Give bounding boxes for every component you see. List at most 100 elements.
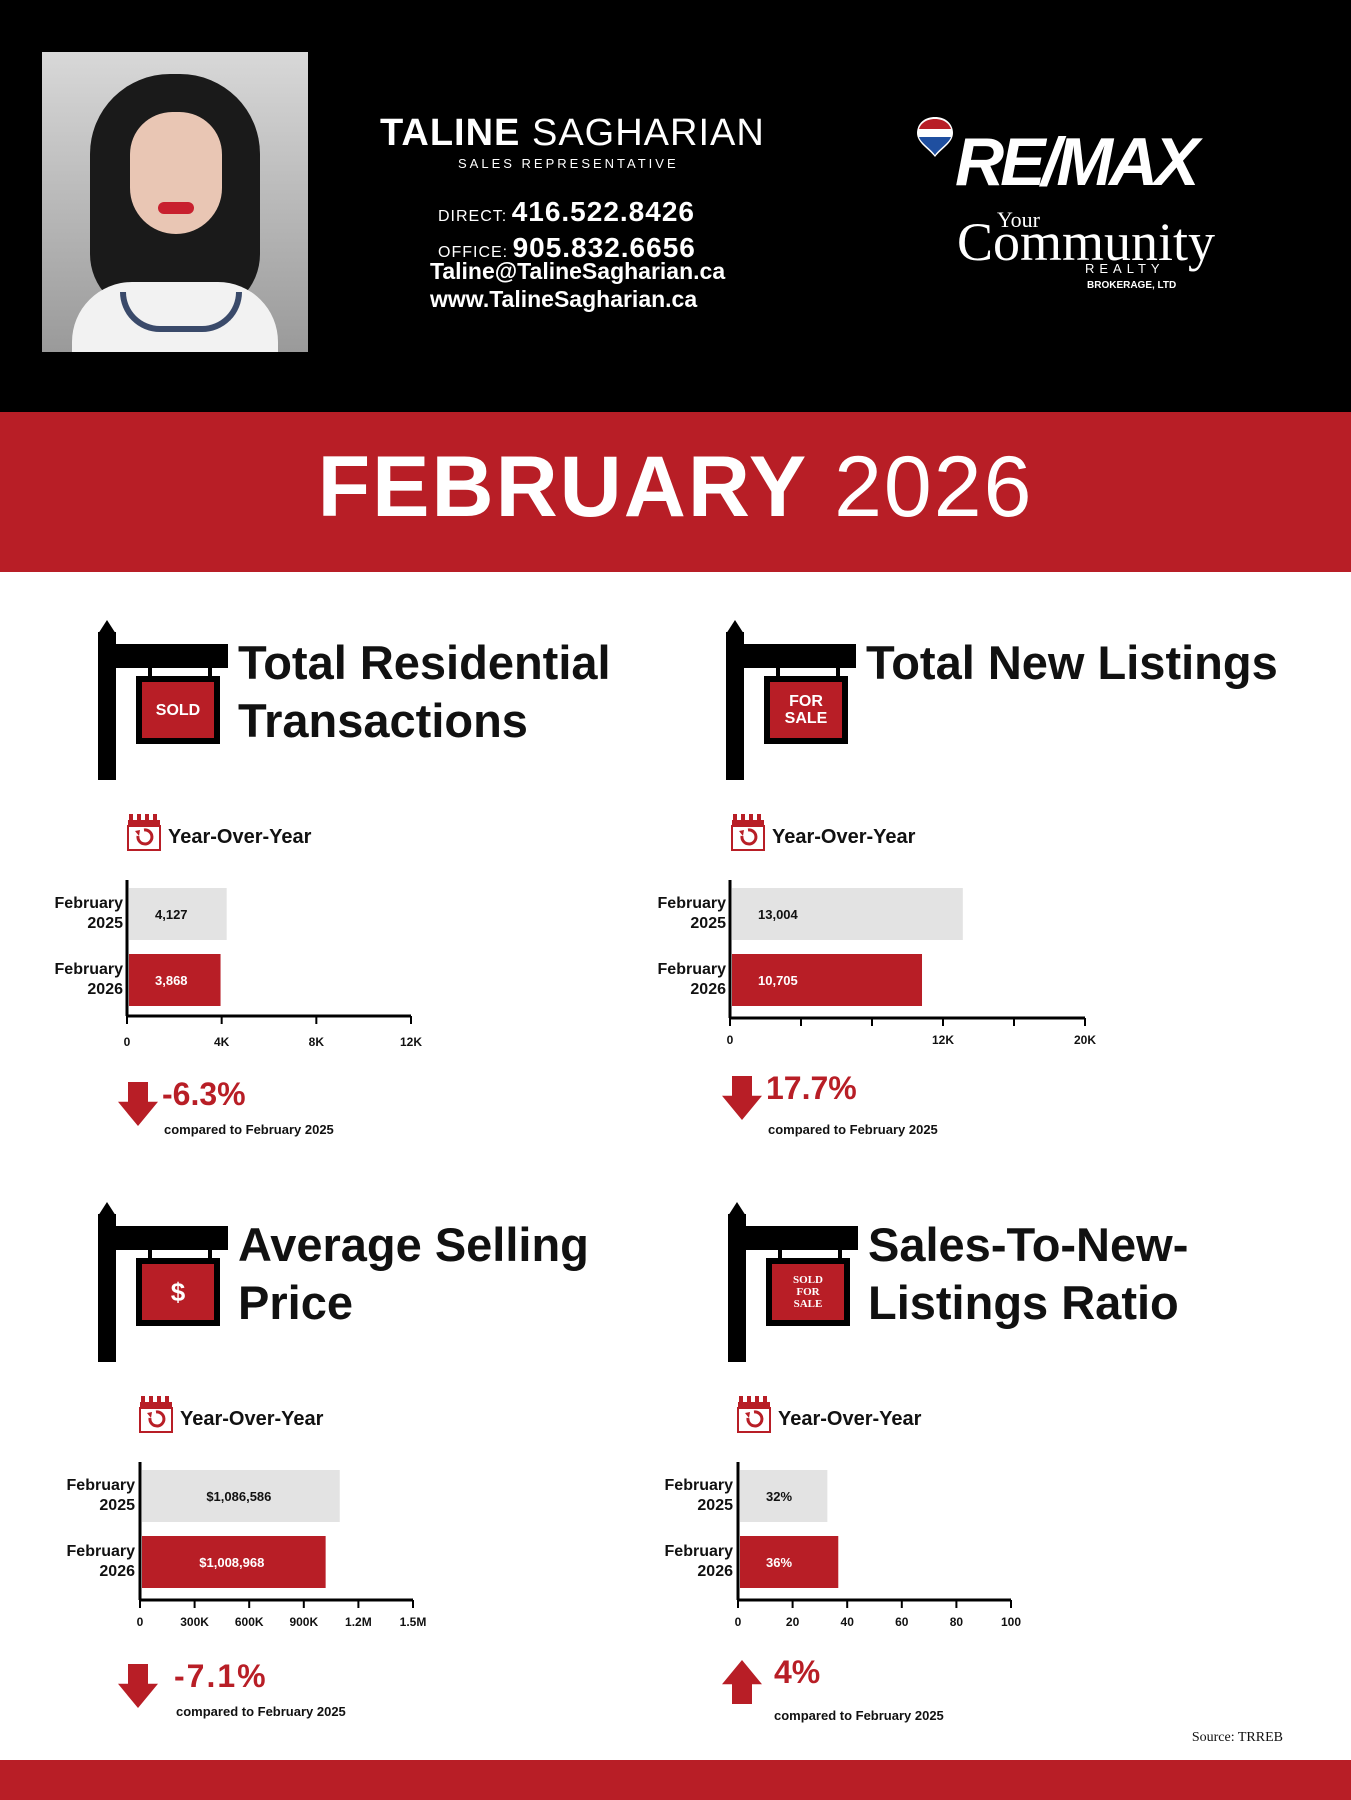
x-tick-label: 100 (1001, 1615, 1021, 1629)
x-tick-label: 0 (124, 1035, 131, 1049)
category-label-month: February (55, 895, 124, 912)
category-label-month: February (658, 961, 727, 978)
category-label-year: 2026 (690, 981, 726, 998)
x-tick-label: 4K (214, 1035, 230, 1049)
sign-text: $ (142, 1264, 214, 1320)
change-value: -7.1% (174, 1658, 268, 1694)
bar (142, 1536, 326, 1588)
agent-photo (42, 52, 308, 352)
agent-website[interactable]: www.TalineSagharian.ca (430, 286, 698, 312)
bar (740, 1470, 828, 1522)
direct-number: 416.522.8426 (511, 196, 695, 227)
category-label-month: February (658, 895, 727, 912)
x-tick-label: 1.5M (400, 1615, 427, 1629)
calendar-refresh-icon (139, 1396, 173, 1433)
agent-first-name: TALINE (380, 112, 521, 154)
category-label-year: 2025 (690, 915, 726, 932)
calendar-refresh-icon (737, 1396, 771, 1433)
logo-brokerage-text: BROKERAGE, LTD (1087, 280, 1177, 291)
sign-text: SOLD FOR SALE (772, 1264, 844, 1320)
yoy-text: Year-Over-Year (168, 826, 312, 848)
title-line-1: Average Selling (238, 1218, 589, 1271)
section-title-ratio: Sales-To-New- Listings Ratio (868, 1216, 1188, 1332)
for-sale-sign-icon: FOR SALE (726, 620, 866, 780)
compare-text: compared to February 2025 (774, 1708, 944, 1723)
x-tick-label: 20K (1074, 1033, 1096, 1047)
change-value: 17.7% (766, 1070, 857, 1106)
bar (740, 1536, 839, 1588)
bar (129, 888, 227, 940)
bar (129, 954, 221, 1006)
banner-month: FEBRUARY (317, 439, 809, 535)
category-label-year: 2026 (697, 1563, 733, 1580)
x-tick-label: 0 (137, 1615, 144, 1629)
calendar-refresh-icon (127, 814, 161, 851)
bar-value-label: 13,004 (758, 907, 799, 922)
bar-value-label: $1,008,968 (199, 1555, 264, 1570)
dollar-sign-icon: $ (98, 1202, 238, 1362)
banner-year: 2026 (834, 439, 1034, 535)
agent-email[interactable]: Taline@TalineSagharian.ca (430, 258, 726, 284)
category-label-month: February (665, 1543, 734, 1560)
category-label-month: February (55, 961, 124, 978)
source-note: Source: TRREB (1191, 1730, 1283, 1745)
agent-name: TALINE SAGHARIAN (380, 112, 780, 155)
title-line-2: Transactions (238, 694, 528, 747)
x-tick-label: 12K (932, 1033, 954, 1047)
sign-text: FOR SALE (770, 682, 842, 738)
bar (732, 888, 963, 940)
bar-value-label: 36% (766, 1555, 792, 1570)
logo-realty-text: REALTY (1085, 261, 1165, 276)
yoy-text: Year-Over-Year (772, 826, 916, 848)
x-tick-label: 8K (309, 1035, 325, 1049)
title-line-1: Total Residential (238, 636, 611, 689)
arrow-down-icon (722, 1076, 762, 1120)
office-phone[interactable]: OFFICE: 905.832.6656 (438, 232, 696, 264)
bar-value-label: 32% (766, 1489, 792, 1504)
bar (142, 1470, 340, 1522)
arrow-up-icon (722, 1660, 762, 1704)
yoy-text: Year-Over-Year (778, 1408, 922, 1430)
banner-title: FEBRUARY 2026 (0, 438, 1351, 537)
sold-for-sale-sign-icon: SOLD FOR SALE (728, 1202, 868, 1362)
bar-value-label: $1,086,586 (206, 1489, 271, 1504)
x-tick-label: 600K (235, 1615, 264, 1629)
bar-value-label: 4,127 (155, 907, 188, 922)
footer-bar (0, 1760, 1351, 1800)
section-title-new-listings: Total New Listings (866, 634, 1278, 692)
category-label-year: 2026 (87, 981, 123, 998)
arrow-down-icon (118, 1082, 158, 1126)
sign-text: SOLD (142, 682, 214, 738)
change-value: 4% (774, 1654, 821, 1690)
category-label-month: February (67, 1543, 136, 1560)
arrow-down-icon (118, 1664, 158, 1708)
x-tick-label: 80 (950, 1615, 964, 1629)
calendar-refresh-icon (731, 814, 765, 851)
section-title-transactions: Total Residential Transactions (238, 634, 611, 750)
category-label-year: 2025 (99, 1497, 135, 1514)
direct-phone[interactable]: DIRECT: 416.522.8426 (438, 196, 695, 228)
x-tick-label: 300K (180, 1615, 209, 1629)
title-line-1: Sales-To-New- (868, 1218, 1189, 1271)
x-tick-label: 60 (895, 1615, 909, 1629)
office-label: OFFICE: (438, 244, 509, 261)
x-tick-label: 20 (786, 1615, 800, 1629)
yoy-text: Year-Over-Year (180, 1408, 324, 1430)
direct-label: DIRECT: (438, 208, 508, 225)
category-label-month: February (665, 1477, 734, 1494)
compare-text: compared to February 2025 (176, 1704, 346, 1719)
logo-your-text: Your (997, 207, 1041, 232)
title-line-2: Price (238, 1276, 353, 1329)
remax-logo: RE/MAX Your Community REALTY BROKERAGE, … (915, 115, 1255, 305)
x-tick-label: 1.2M (345, 1615, 372, 1629)
bar-value-label: 10,705 (758, 973, 798, 988)
category-label-year: 2026 (99, 1563, 135, 1580)
section-title-avg-price: Average Selling Price (238, 1216, 589, 1332)
month-banner (0, 412, 1351, 572)
sold-sign-icon: SOLD (98, 620, 238, 780)
compare-text: compared to February 2025 (768, 1122, 938, 1137)
category-label-year: 2025 (697, 1497, 733, 1514)
agent-title: SALES REPRESENTATIVE (458, 156, 679, 171)
category-label-month: February (67, 1477, 136, 1494)
x-tick-label: 12K (400, 1035, 422, 1049)
